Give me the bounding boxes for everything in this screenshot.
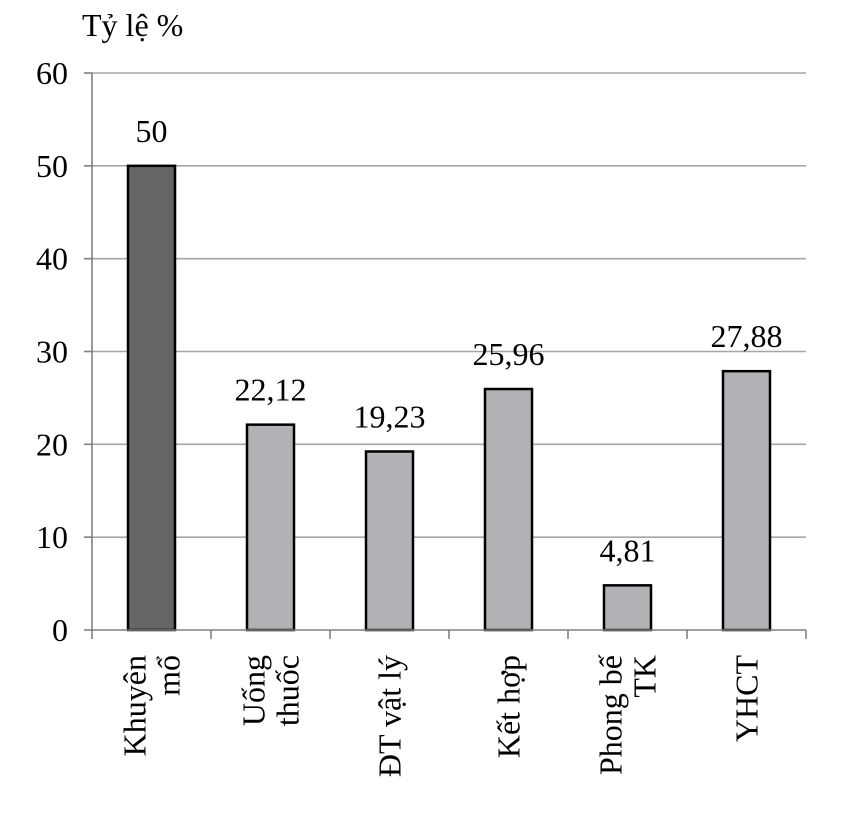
y-tick-label: 60 xyxy=(36,55,68,91)
category-label: Uống xyxy=(236,655,272,726)
y-tick-label: 20 xyxy=(36,426,68,462)
y-tick-label: 50 xyxy=(36,148,68,184)
category-label: Kết hợp xyxy=(491,655,527,758)
bar xyxy=(245,423,296,632)
category-label: Khuyên xyxy=(117,655,153,756)
y-tick-labels: 0 10 20 30 40 50 60 xyxy=(36,55,93,648)
gridlines xyxy=(92,72,806,538)
y-axis-label: Tỷ lệ % xyxy=(82,7,183,43)
category-label: YHCT xyxy=(729,655,765,743)
y-tick-label: 0 xyxy=(52,612,68,648)
data-label: 50 xyxy=(136,113,168,149)
bar xyxy=(126,164,177,632)
category-label: TK xyxy=(627,655,663,698)
data-label: 19,23 xyxy=(354,398,426,434)
bar xyxy=(364,450,415,632)
bar xyxy=(602,584,653,632)
data-label: 4,81 xyxy=(600,532,656,568)
bar xyxy=(483,387,534,632)
data-label: 25,96 xyxy=(473,336,545,372)
x-axis xyxy=(91,629,807,639)
category-label: thuốc xyxy=(270,655,306,726)
bars xyxy=(126,164,772,632)
y-tick-label: 40 xyxy=(36,241,68,277)
category-label: ĐT vật lý xyxy=(372,655,408,777)
category-label: Phong bế xyxy=(593,654,629,775)
y-tick-label: 10 xyxy=(36,519,68,555)
y-tick-label: 30 xyxy=(36,334,68,370)
category-label: mổ xyxy=(151,655,187,696)
data-label: 22,12 xyxy=(235,372,307,408)
bar xyxy=(721,369,772,632)
data-label: 27,88 xyxy=(711,318,783,354)
data-labels: 50 22,12 19,23 25,96 4,81 27,88 xyxy=(136,113,783,569)
